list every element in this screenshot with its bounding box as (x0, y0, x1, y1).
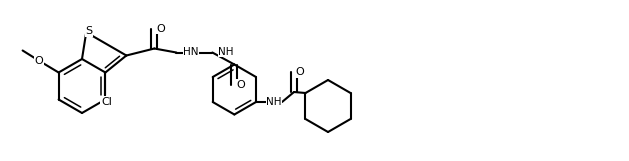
Text: O: O (156, 24, 165, 33)
Text: O: O (236, 80, 245, 90)
Text: O: O (34, 56, 43, 66)
Text: NH: NH (266, 97, 282, 107)
Text: HN: HN (184, 47, 199, 57)
Text: O: O (296, 67, 304, 77)
Text: S: S (86, 26, 93, 36)
Text: Cl: Cl (101, 96, 112, 106)
Text: NH: NH (218, 47, 234, 57)
